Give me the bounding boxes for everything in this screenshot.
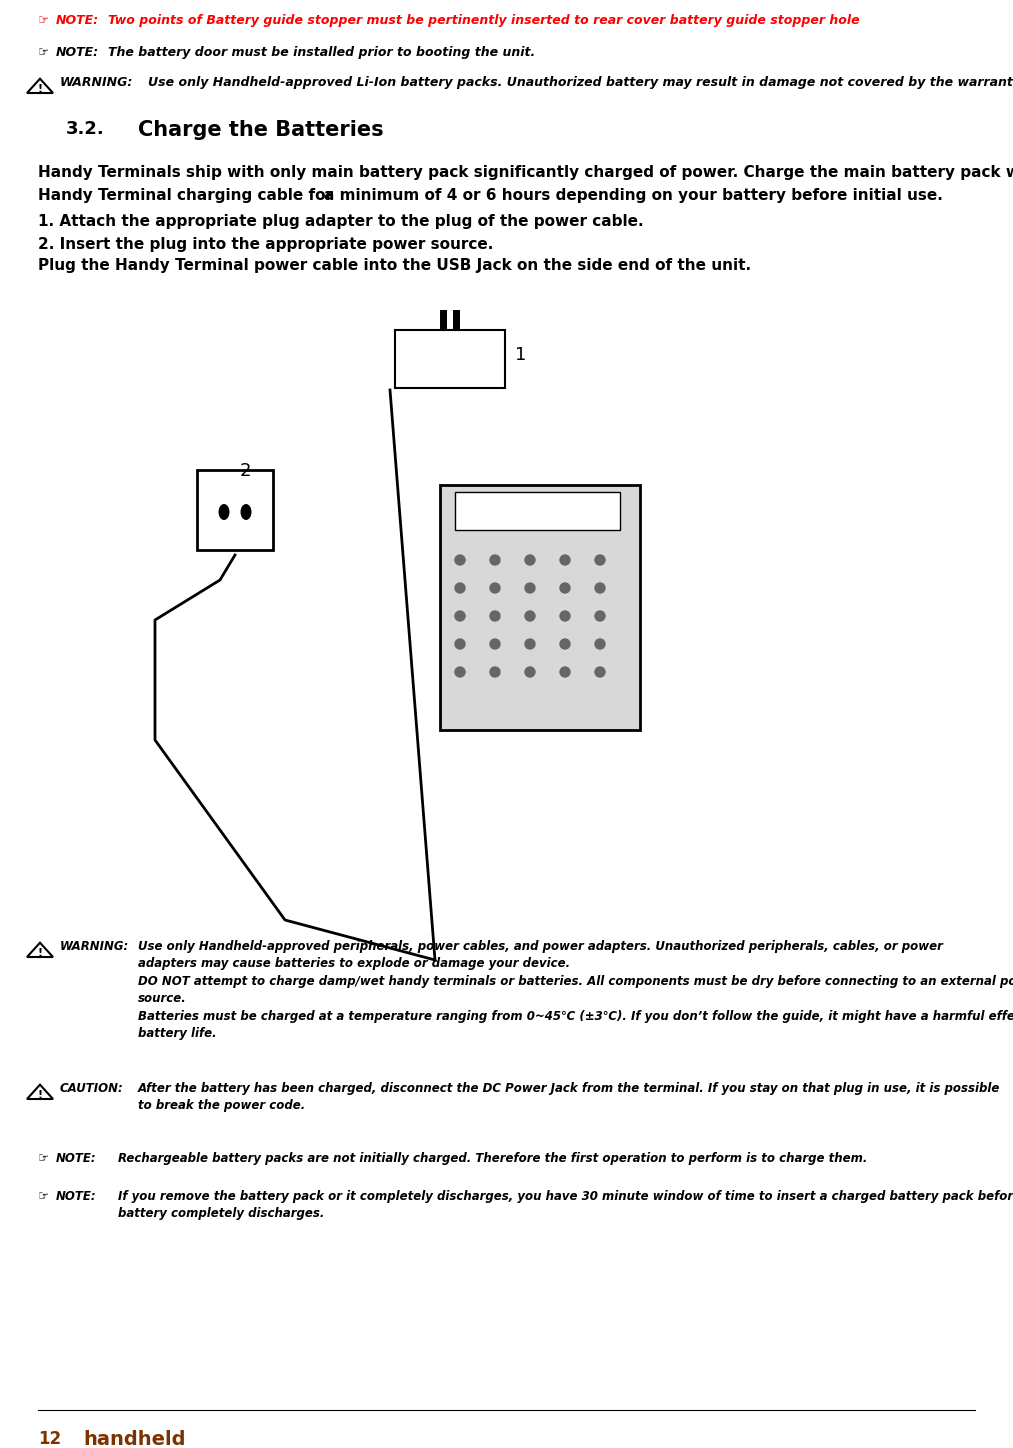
Text: Two points of Battery guide stopper must be pertinently inserted to rear cover b: Two points of Battery guide stopper must… xyxy=(108,14,860,28)
Circle shape xyxy=(595,555,605,565)
Circle shape xyxy=(595,668,605,678)
Polygon shape xyxy=(27,78,53,93)
Circle shape xyxy=(560,611,570,621)
Circle shape xyxy=(525,584,535,594)
Text: ☞: ☞ xyxy=(38,14,50,28)
Circle shape xyxy=(560,584,570,594)
Polygon shape xyxy=(27,1085,53,1099)
Text: WARNING:: WARNING: xyxy=(60,940,130,953)
Circle shape xyxy=(560,668,570,678)
Text: WARNING:: WARNING: xyxy=(60,75,134,88)
Circle shape xyxy=(490,584,500,594)
Circle shape xyxy=(455,611,465,621)
Text: 1. Attach the appropriate plug adapter to the plug of the power cable.: 1. Attach the appropriate plug adapter t… xyxy=(38,214,643,229)
Bar xyxy=(453,310,460,330)
Text: 2. Insert the plug into the appropriate power source.: 2. Insert the plug into the appropriate … xyxy=(38,237,493,252)
Bar xyxy=(197,471,272,550)
Text: 3.2.: 3.2. xyxy=(66,120,104,138)
Text: a minimum of 4 or 6 hours depending on your battery before initial use.: a minimum of 4 or 6 hours depending on y… xyxy=(324,188,943,203)
Text: Handy Terminals ship with only main battery pack significantly charged of power.: Handy Terminals ship with only main batt… xyxy=(38,165,1013,180)
Text: Rechargeable battery packs are not initially charged. Therefore the first operat: Rechargeable battery packs are not initi… xyxy=(118,1153,867,1166)
Circle shape xyxy=(455,639,465,649)
Circle shape xyxy=(490,668,500,678)
Circle shape xyxy=(525,668,535,678)
Circle shape xyxy=(490,555,500,565)
Text: Plug the Handy Terminal power cable into the USB Jack on the side end of the uni: Plug the Handy Terminal power cable into… xyxy=(38,258,751,274)
Text: Charge the Batteries: Charge the Batteries xyxy=(138,120,384,140)
Text: !: ! xyxy=(37,947,43,957)
Text: 12: 12 xyxy=(38,1431,61,1448)
Text: NOTE:: NOTE: xyxy=(56,1190,96,1203)
Text: NOTE:: NOTE: xyxy=(56,46,99,59)
Circle shape xyxy=(455,555,465,565)
Bar xyxy=(395,330,505,388)
Circle shape xyxy=(455,584,465,594)
Text: After the battery has been charged, disconnect the DC Power Jack from the termin: After the battery has been charged, disc… xyxy=(138,1082,1001,1112)
Circle shape xyxy=(525,611,535,621)
Text: CAUTION:: CAUTION: xyxy=(60,1082,124,1095)
Circle shape xyxy=(560,555,570,565)
Text: ☞: ☞ xyxy=(38,46,50,59)
Text: 1: 1 xyxy=(515,346,527,363)
Bar xyxy=(440,310,447,330)
Circle shape xyxy=(525,639,535,649)
Polygon shape xyxy=(27,943,53,957)
Text: Use only Handheld-approved Li-Ion battery packs. Unauthorized battery may result: Use only Handheld-approved Li-Ion batter… xyxy=(148,75,1013,88)
Bar xyxy=(440,485,640,730)
Circle shape xyxy=(560,639,570,649)
Circle shape xyxy=(490,639,500,649)
Text: Handy Terminal charging cable for: Handy Terminal charging cable for xyxy=(38,188,338,203)
Ellipse shape xyxy=(219,504,230,520)
Text: ☞: ☞ xyxy=(38,1153,50,1166)
Circle shape xyxy=(595,639,605,649)
Text: The battery door must be installed prior to booting the unit.: The battery door must be installed prior… xyxy=(108,46,535,59)
Text: If you remove the battery pack or it completely discharges, you have 30 minute w: If you remove the battery pack or it com… xyxy=(118,1190,1013,1221)
Text: ☞: ☞ xyxy=(38,1190,50,1203)
Text: NOTE:: NOTE: xyxy=(56,14,99,28)
Text: handheld: handheld xyxy=(83,1431,185,1448)
Text: !: ! xyxy=(37,1090,43,1099)
Text: !: ! xyxy=(37,84,43,94)
Ellipse shape xyxy=(240,504,251,520)
Text: Use only Handheld-approved peripherals, power cables, and power adapters. Unauth: Use only Handheld-approved peripherals, … xyxy=(138,940,1013,1041)
Text: NOTE:: NOTE: xyxy=(56,1153,96,1166)
Text: 2: 2 xyxy=(239,462,251,479)
Bar xyxy=(455,492,620,530)
Circle shape xyxy=(490,611,500,621)
Circle shape xyxy=(525,555,535,565)
Circle shape xyxy=(595,584,605,594)
Circle shape xyxy=(595,611,605,621)
Circle shape xyxy=(455,668,465,678)
